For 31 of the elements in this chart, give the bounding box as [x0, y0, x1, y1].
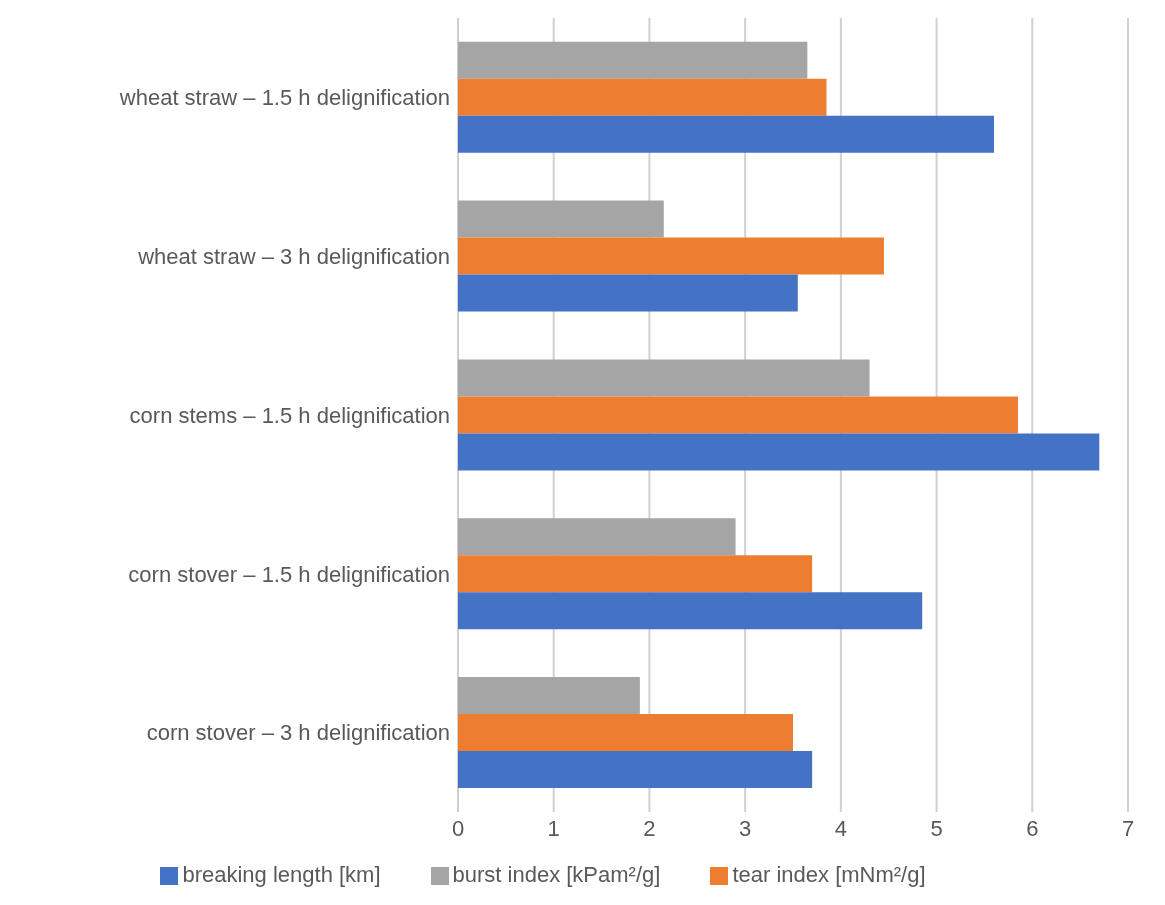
bar	[458, 78, 827, 116]
legend-label: breaking length [km]	[182, 862, 381, 887]
bar	[458, 200, 664, 238]
bar	[458, 751, 813, 789]
bar	[458, 714, 793, 752]
x-tick-label: 3	[739, 815, 752, 841]
x-tick-label: 7	[1121, 815, 1135, 841]
legend-label: tear index [mNm²/g]	[732, 862, 926, 887]
bar	[458, 433, 1100, 471]
bar	[458, 518, 736, 556]
x-tick-label: 5	[930, 815, 943, 841]
bar	[458, 41, 808, 79]
y-tick-label: wheat straw – 3 h delignification	[137, 244, 450, 270]
bar	[458, 274, 798, 312]
bar	[458, 555, 813, 593]
y-tick-label: corn stems – 1.5 h delignification	[129, 402, 450, 428]
bar	[458, 237, 884, 275]
x-tick-label: 2	[643, 815, 656, 841]
y-tick-label: corn stover – 1.5 h delignification	[128, 561, 450, 587]
bar	[458, 115, 994, 153]
x-tick-label: 1	[547, 815, 560, 841]
bar	[458, 677, 640, 715]
y-tick-label: wheat straw – 1.5 h delignification	[118, 85, 450, 111]
bar	[458, 592, 923, 630]
x-tick-label: 6	[1026, 815, 1039, 841]
bar	[458, 359, 870, 397]
x-tick-label: 4	[834, 815, 847, 841]
y-tick-label: corn stover – 3 h delignification	[146, 720, 450, 746]
legend-label: burst index [kPam²/g]	[452, 862, 661, 887]
bar	[458, 396, 1018, 434]
x-tick-label: 0	[451, 815, 465, 841]
